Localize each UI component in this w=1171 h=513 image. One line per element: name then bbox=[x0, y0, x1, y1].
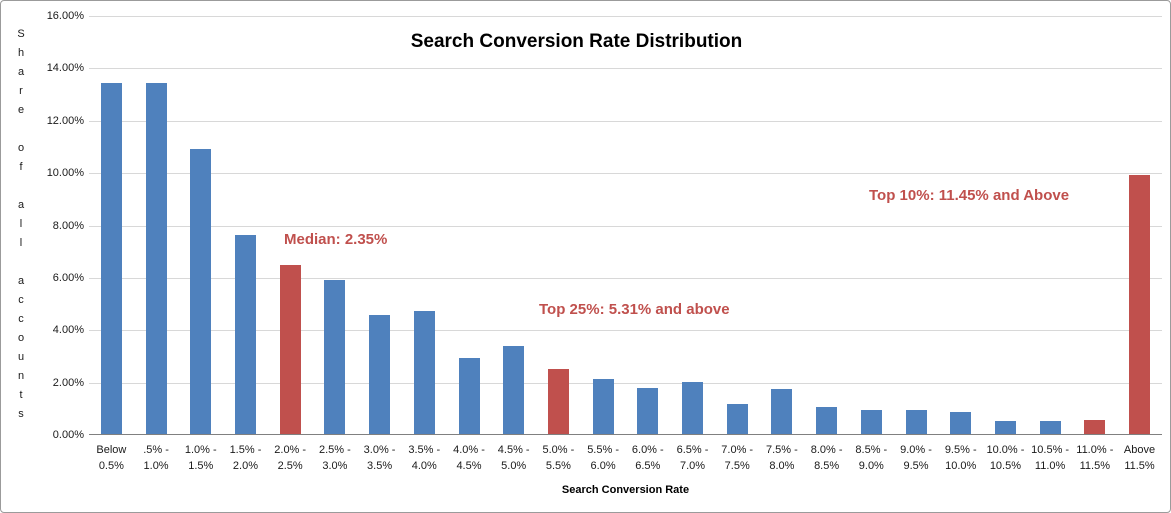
x-category-label: 7.0% -7.5% bbox=[721, 444, 754, 472]
bar bbox=[324, 279, 346, 434]
bar bbox=[1039, 420, 1061, 434]
x-category-label: 3.0% -3.5% bbox=[363, 444, 396, 472]
bar bbox=[1084, 419, 1106, 434]
x-category-label: 11.0% -11.5% bbox=[1076, 444, 1114, 472]
y-tick-label: 8.00% bbox=[52, 219, 84, 232]
chart-annotation: Median: 2.35% bbox=[284, 231, 388, 248]
x-category-label: 6.0% -6.5% bbox=[631, 444, 664, 472]
y-tick-label: 2.00% bbox=[52, 376, 84, 389]
gridline bbox=[89, 382, 1162, 384]
x-category-label: 1.5% -2.0% bbox=[229, 444, 262, 472]
x-category-label: 9.0% -9.5% bbox=[900, 444, 932, 472]
x-category-label: 6.5% -7.0% bbox=[676, 444, 709, 472]
bar bbox=[100, 83, 122, 434]
x-category-label: 9.5% -10.0% bbox=[944, 444, 977, 472]
bar bbox=[369, 314, 391, 434]
gridline bbox=[89, 120, 1162, 122]
x-category-label: 10.5% -11.0% bbox=[1031, 444, 1070, 472]
chart-annotation: Top 25%: 5.31% and above bbox=[539, 301, 730, 318]
bar bbox=[726, 403, 748, 434]
bar bbox=[413, 310, 435, 434]
plot-area bbox=[89, 16, 1162, 435]
x-category-label: 3.5% -4.0% bbox=[408, 444, 441, 472]
y-axis-tick-labels: 0.00% 2.00% 4.00% 6.00% 8.00% 10.00% 12.00% 14.… bbox=[1, 10, 84, 441]
bar bbox=[234, 234, 256, 434]
x-category-label: 5.5% -6.0% bbox=[587, 444, 619, 472]
bar bbox=[816, 406, 838, 434]
y-axis-label: S h a r e o f a l l a c c o u n t s bbox=[17, 28, 25, 420]
bar bbox=[995, 420, 1017, 434]
x-category-label: 1.0% -1.5% bbox=[184, 444, 217, 472]
x-category-label: 10.0% -10.5% bbox=[986, 444, 1025, 472]
x-category-label: 2.5% -3.0% bbox=[318, 444, 351, 472]
x-category-label: 8.5% -9.0% bbox=[855, 444, 888, 472]
y-tick-label: 0.00% bbox=[52, 429, 84, 441]
x-axis-category-labels: Below 0.5% .5% -1.0% 1.0% -1.5% 1.5% -2.0% 2.… bbox=[89, 442, 1162, 474]
x-category-label: 4.0% -4.5% bbox=[453, 444, 485, 472]
bar bbox=[190, 148, 212, 434]
chart-title: Search Conversion Rate Distribution bbox=[410, 31, 743, 52]
bar bbox=[145, 83, 167, 434]
bar bbox=[279, 265, 301, 434]
y-tick-label: 14.00% bbox=[46, 62, 84, 75]
gridline bbox=[89, 277, 1162, 279]
bar bbox=[860, 410, 882, 434]
gridline bbox=[89, 68, 1162, 70]
bar bbox=[682, 381, 704, 434]
y-tick-label: 12.00% bbox=[46, 114, 84, 127]
bar bbox=[771, 389, 793, 434]
x-category-label: 5.0% -5.5% bbox=[542, 444, 575, 472]
bar bbox=[503, 346, 525, 434]
bar bbox=[905, 410, 927, 434]
y-tick-label: 16.00% bbox=[46, 10, 84, 22]
y-tick-label: 4.00% bbox=[52, 324, 84, 337]
x-category-label: Above 11.5% bbox=[1123, 444, 1156, 472]
y-tick-label: 6.00% bbox=[52, 271, 84, 284]
x-category-label: 2.0% -2.5% bbox=[274, 444, 307, 472]
x-axis-label: Search Conversion Rate bbox=[561, 484, 690, 496]
bar bbox=[547, 368, 569, 434]
bar bbox=[637, 388, 659, 434]
bar bbox=[950, 411, 972, 434]
x-category-label: .5% -1.0% bbox=[143, 444, 169, 472]
chart-annotation: Top 10%: 11.45% and Above bbox=[869, 187, 1070, 204]
y-tick-label: 10.00% bbox=[46, 167, 84, 180]
x-category-label: 7.5% -8.0% bbox=[766, 444, 798, 472]
bar bbox=[1129, 174, 1151, 434]
gridline bbox=[89, 330, 1162, 332]
bar bbox=[592, 379, 614, 434]
x-category-label: 8.0% -8.5% bbox=[810, 444, 843, 472]
gridline bbox=[89, 173, 1162, 175]
x-category-label: Below 0.5% bbox=[96, 444, 127, 472]
gridline bbox=[89, 16, 1162, 17]
gridline bbox=[89, 225, 1162, 227]
bar bbox=[458, 358, 480, 434]
x-category-label: 4.5% -5.0% bbox=[497, 444, 530, 472]
